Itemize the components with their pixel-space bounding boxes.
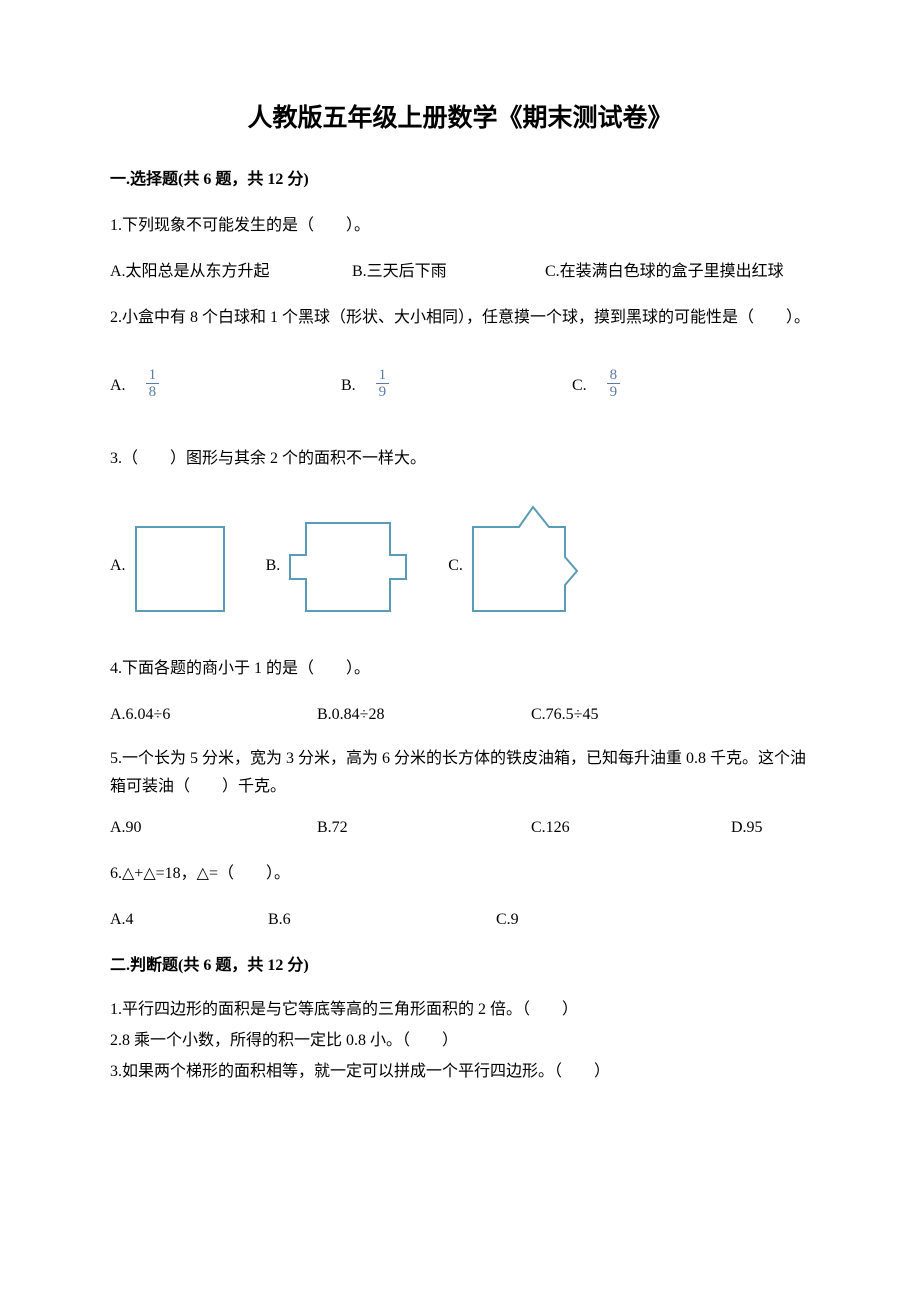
frac-den: 9 <box>376 384 390 401</box>
q1-options: A.太阳总是从东方升起 B.三天后下雨 C.在装满白色球的盒子里摸出红球 <box>110 256 810 288</box>
frac-num: 8 <box>607 367 621 385</box>
q5-opt-b: B.72 <box>317 812 527 844</box>
q4-options: A.6.04÷6 B.0.84÷28 C.76.5÷45 <box>110 699 810 731</box>
q3-opt-a-label: A. <box>110 554 126 613</box>
frac-den: 9 <box>607 384 621 401</box>
section-2-header: 二.判断题(共 6 题，共 12 分) <box>110 954 810 978</box>
exam-title: 人教版五年级上册数学《期末测试卷》 <box>110 100 810 138</box>
q6-text: 6.△+△=18，△=（ ）。 <box>110 858 810 890</box>
fraction-icon: 1 8 <box>146 367 160 401</box>
q3-options: A. B. C. <box>110 505 810 613</box>
q3-opt-b: B. <box>266 521 409 613</box>
q1-text: 1.下列现象不可能发生的是（ ）。 <box>110 210 810 242</box>
frac-num: 1 <box>376 367 390 385</box>
q6-opt-b: B.6 <box>268 904 492 936</box>
q4-opt-b: B.0.84÷28 <box>317 699 527 731</box>
cross-shape-icon <box>288 521 408 613</box>
q2-text: 2.小盒中有 8 个白球和 1 个黑球（形状、大小相同），任意摸一个球，摸到黑球… <box>110 302 810 334</box>
q4-opt-c: C.76.5÷45 <box>531 699 741 731</box>
q5-text: 5.一个长为 5 分米，宽为 3 分米，高为 6 分米的长方体的铁皮油箱，已知每… <box>110 745 810 803</box>
q3-opt-a: A. <box>110 525 226 613</box>
q6-opt-a: A.4 <box>110 904 264 936</box>
q2-opt-a-label: A. <box>110 374 126 398</box>
s2-q3: 3.如果两个梯形的面积相等，就一定可以拼成一个平行四边形。（ ） <box>110 1058 810 1087</box>
q3-opt-c-label: C. <box>448 554 463 613</box>
q1-opt-a: A.太阳总是从东方升起 <box>110 256 348 288</box>
q2-opt-b: B. 1 9 <box>341 369 572 403</box>
frac-den: 8 <box>146 384 160 401</box>
frac-num: 1 <box>146 367 160 385</box>
q5-opt-d: D.95 <box>731 812 801 844</box>
q5-opt-c: C.126 <box>531 812 727 844</box>
q6-opt-c: C.9 <box>496 904 706 936</box>
q3-opt-c: C. <box>448 505 579 613</box>
q5-options: A.90 B.72 C.126 D.95 <box>110 812 810 844</box>
section-1-header: 一.选择题(共 6 题，共 12 分) <box>110 168 810 192</box>
q3-text: 3.（ ）图形与其余 2 个的面积不一样大。 <box>110 443 810 475</box>
fraction-icon: 8 9 <box>607 367 621 401</box>
q4-opt-a: A.6.04÷6 <box>110 699 313 731</box>
q4-text: 4.下面各题的商小于 1 的是（ ）。 <box>110 653 810 685</box>
q1-opt-b: B.三天后下雨 <box>352 256 541 288</box>
s2-q2: 2.8 乘一个小数，所得的积一定比 0.8 小。（ ） <box>110 1027 810 1056</box>
q2-opt-c: C. 8 9 <box>572 369 803 403</box>
q2-opt-c-label: C. <box>572 374 587 398</box>
q2-options: A. 1 8 B. 1 9 C. 8 9 <box>110 369 810 403</box>
q1-opt-c: C.在装满白色球的盒子里摸出红球 <box>545 256 804 288</box>
s2-q1: 1.平行四边形的面积是与它等底等高的三角形面积的 2 倍。（ ） <box>110 996 810 1025</box>
q3-opt-b-label: B. <box>266 554 281 613</box>
q5-opt-a: A.90 <box>110 812 313 844</box>
q2-opt-a: A. 1 8 <box>110 369 341 403</box>
q6-options: A.4 B.6 C.9 <box>110 904 810 936</box>
irregular-shape-icon <box>471 505 579 613</box>
square-shape-icon <box>134 525 226 613</box>
q2-opt-b-label: B. <box>341 374 356 398</box>
fraction-icon: 1 9 <box>376 367 390 401</box>
